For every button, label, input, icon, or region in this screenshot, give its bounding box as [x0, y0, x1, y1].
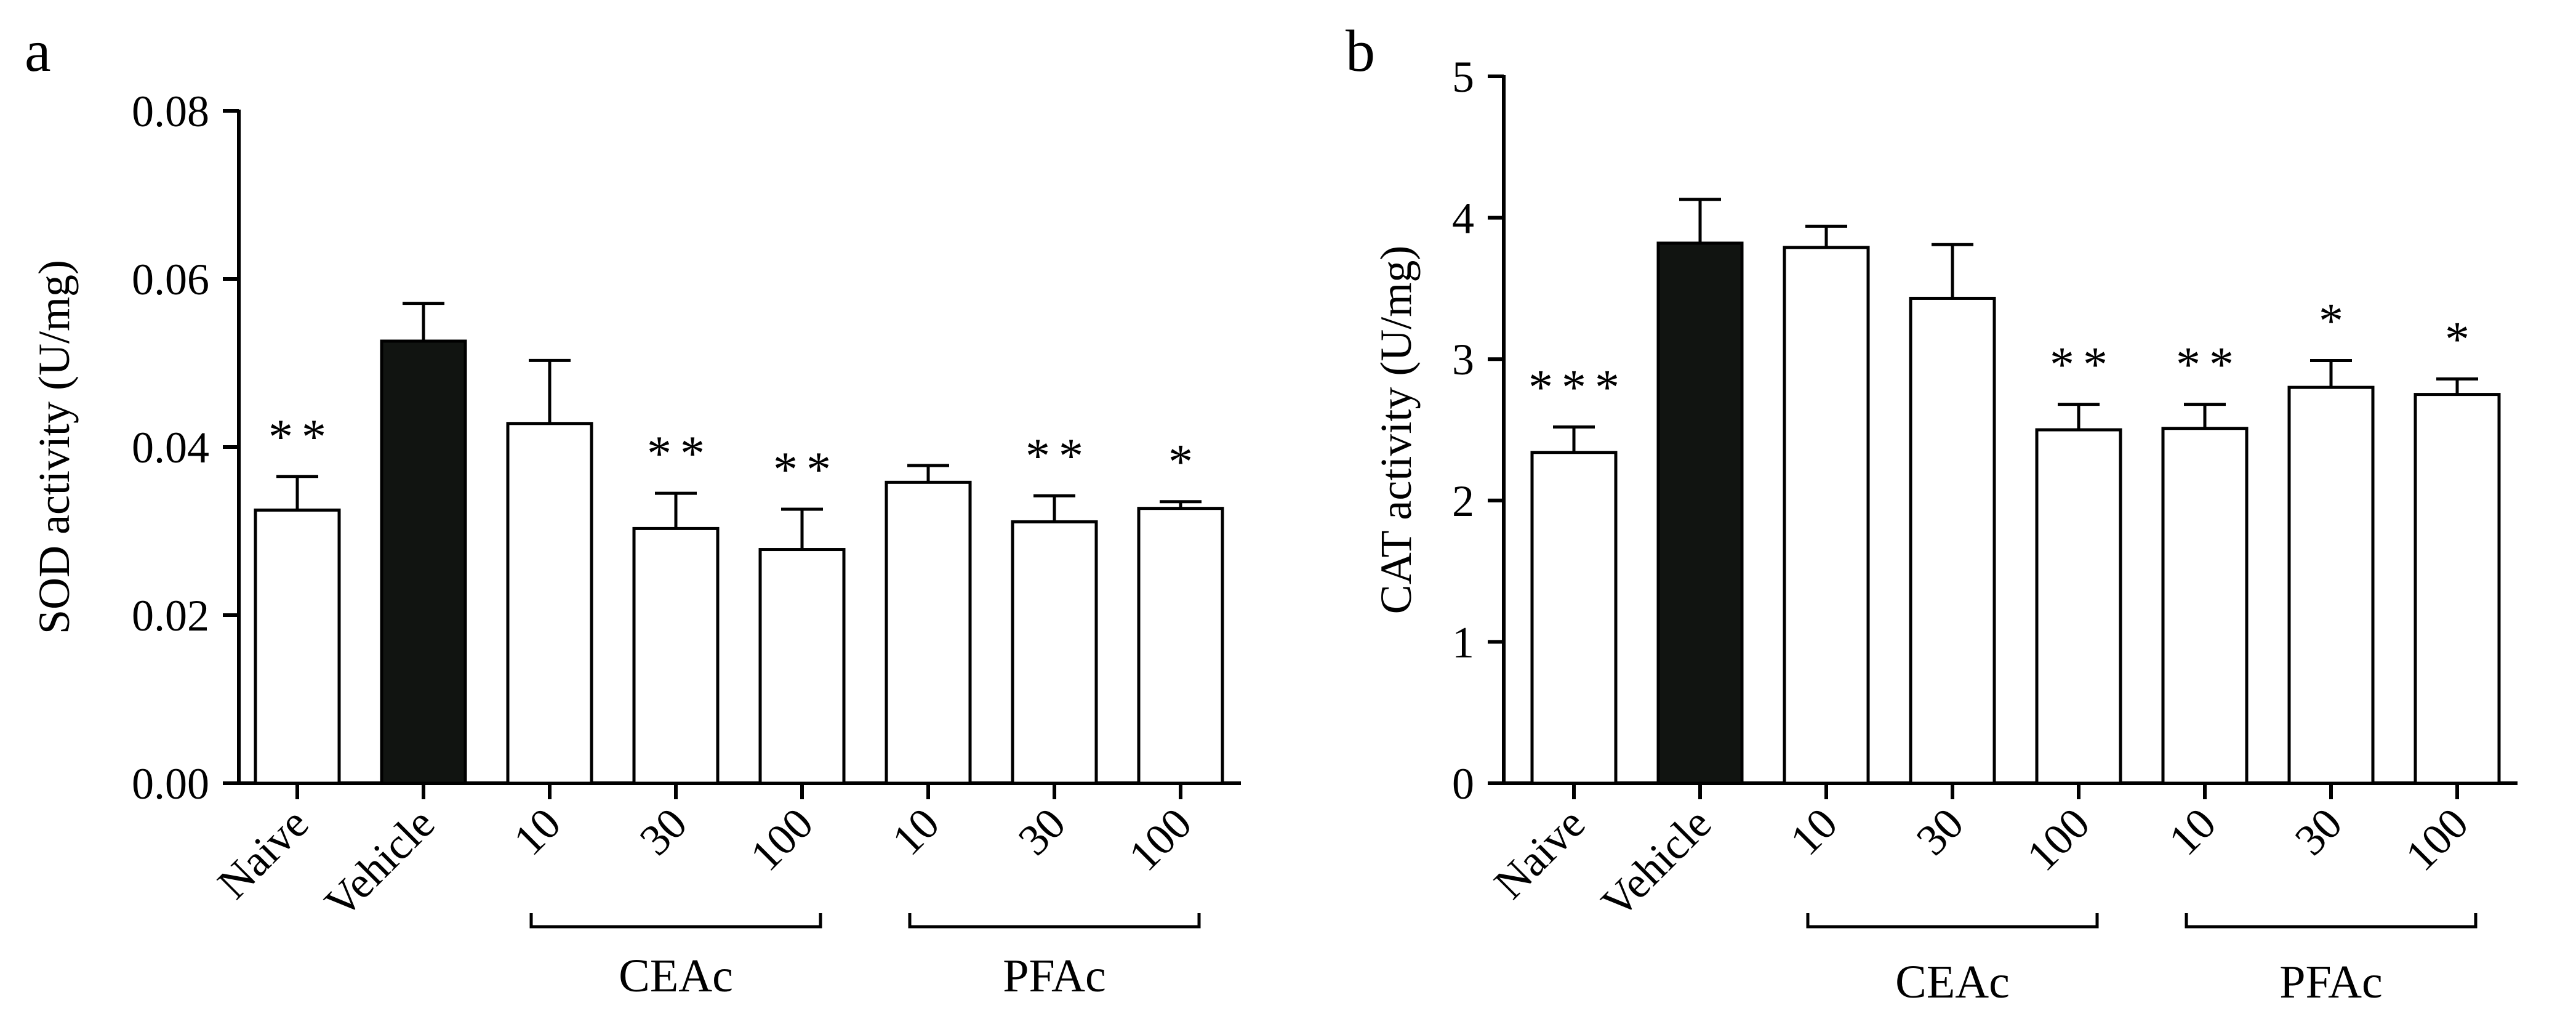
x-category-label: 10 [883, 799, 949, 865]
group-label: PFAc [1003, 950, 1106, 1002]
y-tick-label: 0.06 [132, 255, 209, 304]
bar [2161, 427, 2249, 785]
group-label: PFAc [2279, 956, 2383, 1008]
significance-marker: ** [2050, 338, 2116, 392]
bar [380, 339, 467, 785]
x-category-label: 30 [2285, 799, 2351, 865]
group-label: CEAc [1895, 956, 2010, 1008]
bar [2287, 385, 2375, 785]
y-axis-title: SOD activity (U/mg) [30, 260, 79, 634]
x-category-label: 10 [1781, 799, 1847, 865]
group-bracket [1806, 913, 2099, 929]
x-category-label: Naive [208, 799, 318, 908]
bar [254, 508, 341, 785]
y-tick-label: 2 [1452, 477, 1474, 526]
y-tick-label: 1 [1452, 618, 1474, 667]
x-category-label: 100 [740, 799, 822, 881]
bar [2413, 393, 2501, 785]
y-tick-label: 0.04 [132, 423, 209, 472]
y-tick-label: 0.08 [132, 87, 209, 136]
x-category-label: Vehicle [1592, 799, 1720, 927]
bar [1530, 451, 1618, 785]
y-axis-title: CAT activity (U/mg) [1371, 246, 1421, 615]
significance-marker: ** [1025, 429, 1092, 483]
x-category-label: 30 [630, 799, 696, 865]
x-category-label: 10 [504, 799, 570, 865]
bar [885, 480, 972, 785]
x-category-label: Naive [1485, 799, 1594, 908]
group-label: CEAc [619, 950, 733, 1002]
x-category-label: 30 [1907, 799, 1973, 865]
y-tick-label: 5 [1452, 52, 1474, 102]
bar [1909, 296, 1996, 785]
significance-marker: ** [2176, 338, 2242, 392]
y-tick-label: 3 [1452, 335, 1474, 384]
bar [2035, 428, 2122, 785]
significance-marker: * [2319, 294, 2352, 348]
group-bracket [908, 913, 1201, 929]
x-category-label: 10 [2159, 799, 2225, 865]
x-category-label: 100 [2017, 799, 2099, 881]
x-category-label: Vehicle [315, 799, 444, 927]
bar [632, 526, 720, 785]
significance-marker: ** [647, 427, 713, 481]
bar [1137, 507, 1224, 785]
significance-marker: *** [1528, 360, 1628, 414]
significance-marker: ** [268, 410, 335, 464]
group-bracket [2185, 913, 2478, 929]
panel-label: a [25, 18, 51, 84]
y-tick-label: 0.02 [132, 591, 209, 640]
x-category-label: 30 [1009, 799, 1075, 865]
y-tick-label: 0.00 [132, 759, 209, 808]
y-tick-label: 0 [1452, 759, 1474, 808]
x-category-label: 100 [2396, 799, 2478, 881]
panel-a-sod-chart: a SOD activity (U/mg) 0.00 0.02 0.04 0.06 0.08… [25, 18, 1241, 1002]
bar [758, 548, 846, 785]
x-category-label: 100 [1119, 799, 1201, 881]
y-tick-label: 4 [1452, 194, 1474, 243]
bar [506, 422, 593, 785]
significance-marker: ** [773, 443, 840, 497]
significance-marker: * [1168, 435, 1202, 490]
bar [1011, 520, 1098, 785]
significance-marker: * [2445, 312, 2478, 366]
panel-label: b [1346, 18, 1375, 84]
group-bracket [529, 913, 822, 929]
bar [1656, 241, 1744, 785]
bar [1783, 246, 1870, 785]
